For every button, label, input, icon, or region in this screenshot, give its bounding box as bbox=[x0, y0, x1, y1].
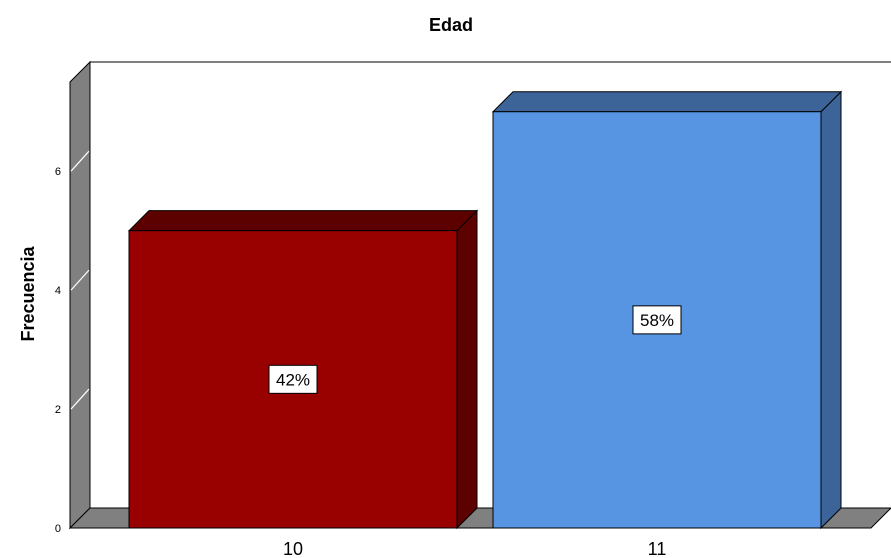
y-axis-label: Frecuencia bbox=[18, 245, 38, 341]
y-tick-label-6: 6 bbox=[55, 166, 61, 178]
y-tick-label-2: 2 bbox=[55, 404, 61, 416]
data-label-10: 42% bbox=[276, 370, 310, 389]
left-wall bbox=[69, 60, 91, 530]
y-tick-line-6 bbox=[70, 150, 90, 172]
y-tick-line-2 bbox=[70, 388, 90, 410]
bar-top-10 bbox=[127, 210, 479, 232]
y-axis-label-group: Frecuencia bbox=[18, 245, 38, 341]
data-label-box-10 bbox=[268, 364, 318, 394]
y-tick-label-0: 0 bbox=[55, 523, 61, 535]
y-tick-line-4 bbox=[70, 269, 90, 291]
plot-area: 0 2 4 6 42% 10 58% 11 bbox=[55, 60, 891, 558]
bar-side-11 bbox=[820, 90, 842, 530]
y-tick-label-4: 4 bbox=[55, 285, 61, 297]
bar-side-10 bbox=[456, 209, 478, 530]
bar-top-11 bbox=[491, 91, 843, 113]
chart-title: Edad bbox=[429, 15, 473, 35]
data-label-box-11 bbox=[632, 305, 682, 335]
x-tick-label-11: 11 bbox=[648, 539, 667, 558]
x-tick-label-10: 10 bbox=[283, 539, 303, 558]
data-label-11: 58% bbox=[640, 311, 674, 330]
